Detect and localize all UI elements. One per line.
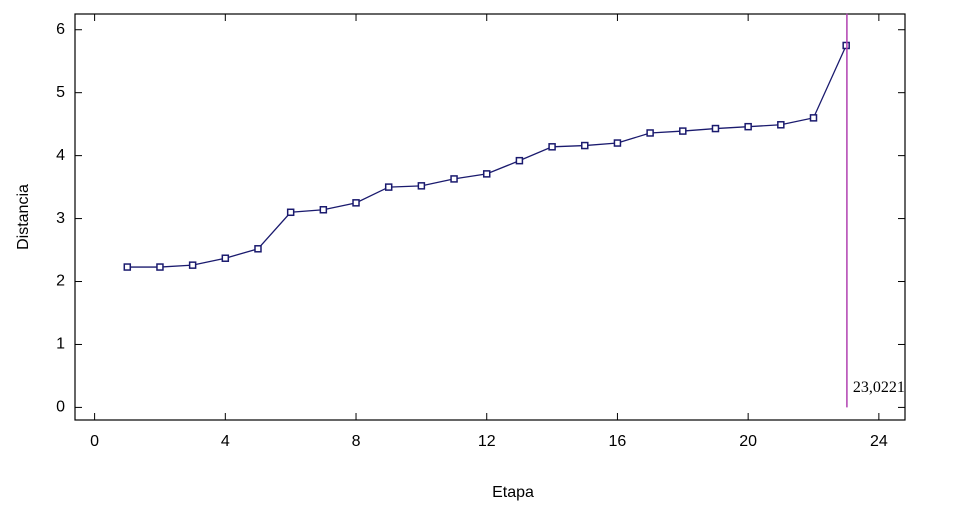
point-marker xyxy=(548,143,556,151)
plot-frame xyxy=(74,13,906,421)
y-tick-label: 3 xyxy=(56,210,65,227)
series-line xyxy=(127,45,847,268)
point-marker xyxy=(613,139,622,147)
x-tick-label: 8 xyxy=(352,433,361,450)
point-marker xyxy=(515,156,524,165)
y-tick-label: 0 xyxy=(56,399,65,416)
y-tick-label: 6 xyxy=(56,21,65,38)
point-marker xyxy=(286,208,295,217)
point-marker xyxy=(646,129,654,137)
point-marker xyxy=(352,199,360,207)
y-tick-label: 1 xyxy=(56,336,65,353)
y-tick-label: 5 xyxy=(56,84,65,101)
point-marker xyxy=(482,170,491,178)
x-tick-label: 24 xyxy=(870,433,888,450)
point-marker xyxy=(777,121,785,129)
point-marker xyxy=(679,127,687,135)
point-marker xyxy=(450,175,458,183)
x-tick-label: 4 xyxy=(221,433,230,450)
y-tick-label: 2 xyxy=(56,273,65,290)
point-marker xyxy=(123,263,132,271)
point-marker xyxy=(417,182,426,190)
point-marker xyxy=(744,122,752,131)
point-marker xyxy=(188,261,197,269)
point-marker xyxy=(254,245,262,253)
point-marker xyxy=(581,141,589,150)
x-tick-label: 16 xyxy=(609,433,627,450)
reference-label: 23,0221 xyxy=(853,379,905,396)
x-tick-label: 0 xyxy=(90,433,99,450)
y-tick-label: 4 xyxy=(56,147,65,164)
point-marker xyxy=(319,206,328,214)
x-tick-label: 20 xyxy=(739,433,757,450)
point-marker xyxy=(711,124,720,133)
y-axis-label: Distancia xyxy=(15,184,32,250)
x-tick-label: 12 xyxy=(478,433,496,450)
point-marker xyxy=(384,183,393,191)
point-marker xyxy=(156,263,164,271)
point-marker xyxy=(221,254,230,262)
x-axis-label: Etapa xyxy=(492,484,534,501)
point-marker xyxy=(809,114,818,122)
